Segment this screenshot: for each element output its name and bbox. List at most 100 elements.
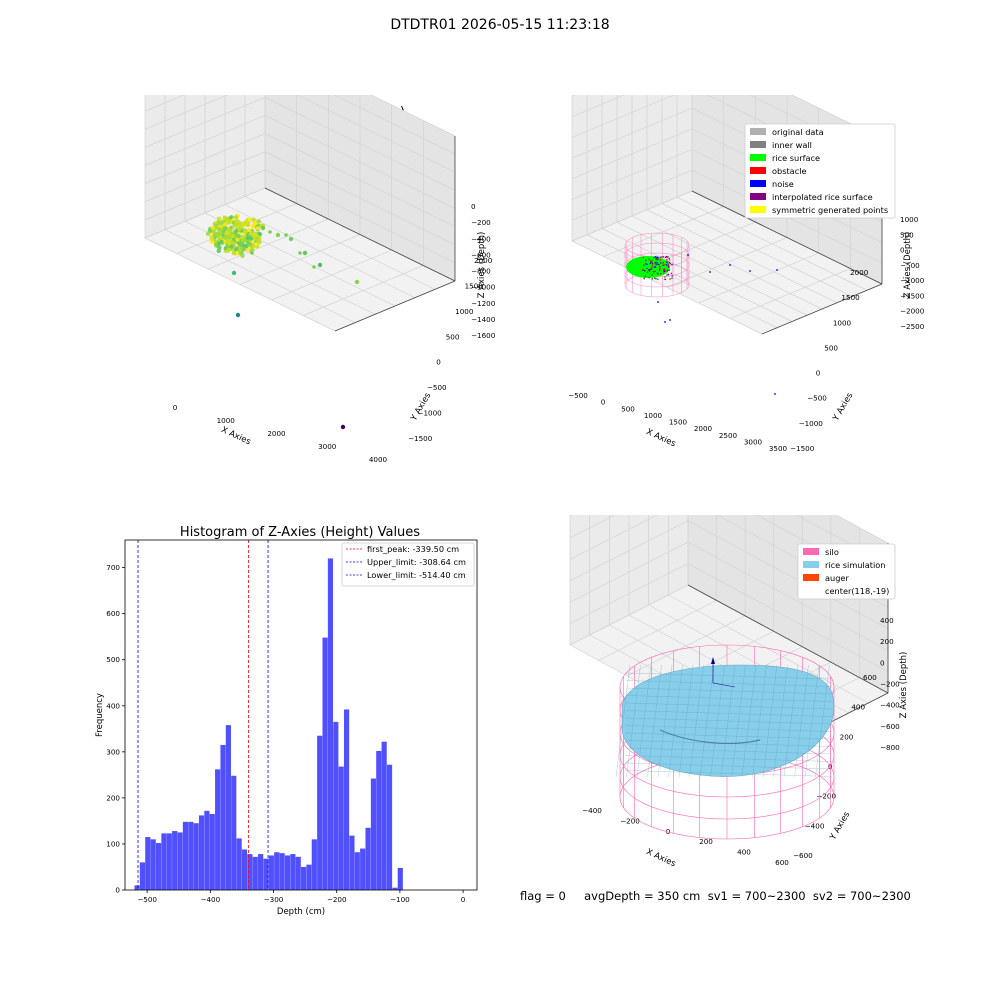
y-tick-label: 1500 (841, 293, 860, 302)
rice-point (245, 236, 249, 240)
classified-point (648, 258, 649, 259)
histogram-bar (199, 815, 204, 890)
rice-point (247, 228, 251, 232)
classified-point (652, 265, 653, 266)
classified-point (669, 259, 670, 260)
histogram-bar (156, 843, 161, 890)
histogram-bar (226, 725, 231, 890)
classified-point (668, 266, 669, 267)
x-tick-label: 2000 (694, 424, 713, 433)
y-tick-label: 400 (106, 701, 120, 710)
classified-point (652, 262, 653, 263)
noise-point (669, 319, 671, 321)
classified-point (650, 269, 651, 270)
classified-point (671, 278, 672, 279)
y-tick-label: 200 (840, 732, 854, 741)
y-tick-label: 600 (863, 673, 877, 682)
rice-point (236, 234, 240, 238)
histogram-bar (371, 779, 376, 890)
classified-point (660, 273, 661, 274)
classified-point (660, 259, 661, 260)
classified-point (655, 278, 656, 279)
classified-point (653, 271, 654, 272)
data-point (303, 251, 307, 255)
data-point (318, 263, 322, 267)
rice-point (219, 240, 223, 244)
histogram-bars (134, 558, 402, 890)
classified-point (649, 270, 650, 271)
rice-point (243, 220, 247, 224)
x-tick-label: 400 (737, 848, 751, 857)
z-tick-label: 1000 (900, 215, 919, 224)
rice-point (231, 234, 235, 238)
x-tick-label: 2000 (267, 429, 286, 438)
classified-point (661, 256, 662, 257)
legend-label: first_peak: -339.50 cm (367, 544, 459, 554)
histogram-bar (220, 745, 225, 890)
x-tick-label: −500 (568, 391, 588, 400)
noise-point (749, 270, 751, 272)
classified-point (650, 260, 651, 261)
x-tick: −400−2000200400600 (582, 806, 789, 867)
histogram-bar (161, 833, 166, 890)
histogram-bar (210, 814, 215, 890)
classified-point (645, 263, 646, 264)
x-tick-label: −400 (582, 806, 602, 815)
histogram-bar (274, 852, 279, 890)
classified-point (666, 262, 667, 263)
histogram-bar (339, 767, 344, 890)
z-tick: 4002000−200−400−600−800 (880, 616, 900, 752)
y-tick-label: 100 (106, 839, 120, 848)
legend-swatch (750, 180, 766, 187)
x-tick-label: 4000 (369, 455, 388, 464)
histogram-bar (253, 857, 258, 890)
legend-label: silo (825, 547, 839, 557)
classified-point (656, 259, 657, 260)
noise-point (687, 254, 689, 256)
legend-label: rice surface (772, 153, 820, 163)
noise-point (709, 271, 711, 273)
classified-point (649, 277, 650, 278)
data-point (246, 240, 250, 244)
z-tick-label: −2000 (900, 307, 925, 316)
x-tick-label: 1000 (644, 411, 663, 420)
classified-point (646, 268, 647, 269)
classified-point (643, 264, 644, 265)
x-tick-label: 3000 (318, 442, 337, 451)
rice-point (229, 244, 233, 248)
legend-swatch (750, 128, 766, 135)
classified-point (643, 257, 644, 258)
legend: silorice simulationaugercenter(118,-19) (798, 544, 895, 599)
x-tick-label: 500 (621, 404, 635, 413)
histogram-bar (317, 736, 322, 890)
histogram-bar (242, 849, 247, 890)
rice-point (241, 247, 245, 251)
rice-point (225, 230, 229, 234)
z-tick-label: −400 (880, 701, 900, 710)
rice-point (237, 227, 241, 231)
data-point (341, 425, 345, 429)
classified-point (665, 260, 666, 261)
y-tick-label: 400 (851, 703, 865, 712)
classified-point (665, 270, 666, 271)
histogram-bar (204, 811, 209, 890)
z-tick-label: −200 (471, 218, 491, 227)
legend-label: symmetric generated points (772, 205, 888, 215)
classified-point (672, 275, 673, 276)
histogram-bar (344, 709, 349, 890)
y-tick-label: −600 (793, 851, 813, 860)
classified-point (645, 260, 646, 261)
x-tick-label: 3500 (769, 444, 788, 453)
y-tick-label: −1500 (790, 444, 815, 453)
data-point (312, 265, 316, 269)
histogram-bar (231, 776, 236, 890)
x-tick-label: −500 (137, 895, 157, 904)
rice-point (227, 220, 231, 224)
histogram-bar (290, 854, 295, 890)
y-tick-label: −1500 (408, 434, 433, 443)
classified-point (657, 272, 658, 273)
y-tick-label: 0 (436, 358, 441, 367)
classified-point (647, 272, 648, 273)
classified-point (664, 269, 665, 270)
histogram-bar (333, 722, 338, 890)
